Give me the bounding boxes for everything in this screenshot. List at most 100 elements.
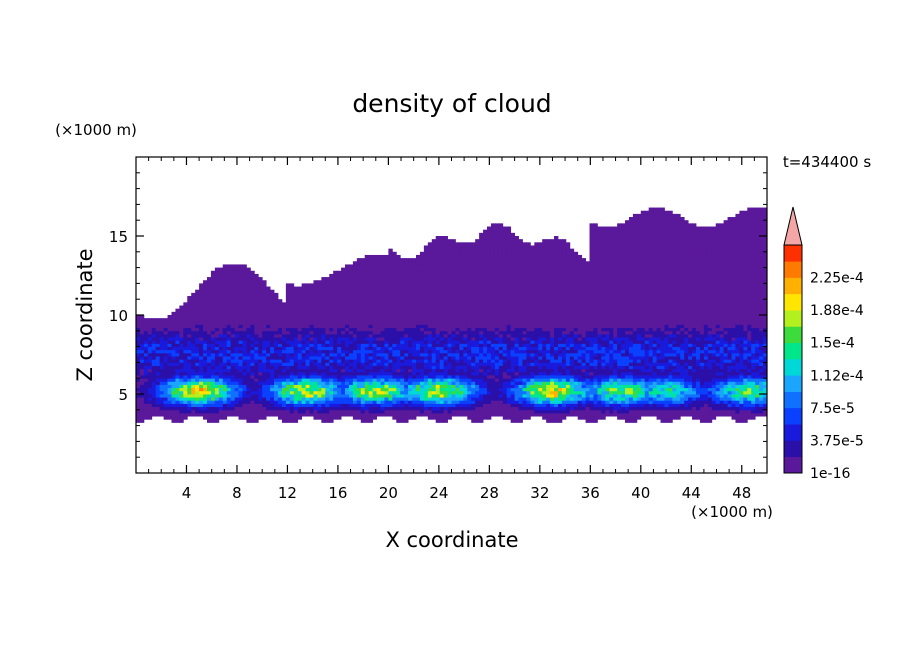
field-cell: [210, 409, 216, 414]
field-cell: [254, 283, 259, 287]
field-cell: [281, 384, 287, 389]
field-cell: [309, 365, 314, 370]
field-cell: [281, 343, 287, 347]
field-cell: [435, 390, 441, 395]
field-cell: [317, 412, 322, 417]
field-cell: [494, 226, 500, 231]
field-cell: [163, 352, 168, 357]
field-cell: [483, 267, 488, 272]
field-cell: [416, 368, 421, 373]
field-cell: [435, 403, 441, 408]
field-cell: [502, 292, 508, 297]
field-cell: [506, 371, 512, 376]
field-cell: [479, 273, 484, 278]
field-cell: [155, 318, 161, 322]
field-cell: [345, 280, 350, 284]
field-cell: [360, 403, 366, 408]
field-cell: [498, 352, 504, 357]
field-cell: [502, 270, 508, 275]
field-cell: [396, 346, 401, 351]
field-cell: [498, 273, 504, 278]
field-cell: [364, 289, 370, 294]
field-cell: [143, 384, 149, 389]
field-cell: [380, 280, 385, 284]
field-cell: [289, 356, 295, 360]
field-cell: [412, 302, 417, 306]
field-cell: [502, 327, 508, 332]
field-cell: [341, 308, 346, 313]
field-cell: [258, 346, 263, 351]
field-cell: [412, 403, 417, 408]
field-cell: [490, 333, 496, 338]
field-cell: [526, 324, 531, 329]
field-cell: [475, 273, 480, 278]
field-cell: [337, 403, 342, 408]
field-cell: [538, 324, 543, 329]
field-cell: [313, 368, 318, 373]
field-cell: [467, 311, 472, 316]
field-cell: [242, 368, 247, 373]
field-cell: [364, 333, 370, 338]
field-cell: [526, 296, 531, 300]
field-cell: [317, 337, 322, 341]
field-cell: [443, 239, 448, 243]
field-cell: [514, 261, 519, 265]
field-cell: [246, 277, 251, 281]
field-cell: [163, 371, 168, 376]
field-cell: [218, 308, 224, 313]
field-cell: [380, 258, 385, 262]
field-cell: [226, 394, 232, 398]
field-cell: [246, 349, 251, 354]
field-cell: [277, 346, 283, 351]
field-cell: [439, 349, 445, 354]
field-cell: [352, 384, 358, 389]
field-cell: [226, 384, 232, 389]
field-cell: [191, 318, 196, 322]
field-cell: [538, 397, 543, 401]
field-cell: [526, 261, 531, 265]
field-cell: [514, 346, 519, 351]
field-cell: [325, 403, 330, 408]
field-cell: [416, 299, 421, 303]
field-cell: [439, 324, 445, 329]
field-cell: [254, 409, 259, 414]
field-cell: [325, 340, 330, 344]
field-cell: [368, 308, 374, 313]
field-cell: [210, 394, 216, 398]
field-cell: [372, 324, 377, 329]
field-cell: [538, 315, 543, 319]
field-cell: [443, 412, 448, 417]
field-cell: [526, 327, 531, 332]
field-cell: [479, 362, 484, 366]
field-cell: [352, 387, 358, 392]
field-cell: [380, 362, 385, 366]
field-cell: [210, 324, 216, 329]
field-cell: [427, 258, 433, 262]
field-cell: [309, 362, 314, 366]
field-cell: [333, 409, 338, 414]
field-cell: [372, 270, 377, 275]
field-cell: [337, 400, 342, 404]
field-cell: [313, 403, 318, 408]
field-cell: [479, 419, 484, 423]
field-cell: [376, 343, 381, 347]
field-cell: [313, 381, 318, 385]
field-cell: [530, 378, 535, 382]
field-cell: [356, 412, 362, 417]
field-cell: [534, 371, 539, 376]
field-cell: [226, 286, 232, 291]
field-cell: [321, 362, 326, 366]
field-cell: [384, 254, 389, 259]
field-cell: [151, 321, 157, 325]
field-cell: [396, 394, 401, 398]
field-cell: [368, 378, 374, 382]
field-cell: [416, 400, 421, 404]
field-cell: [483, 305, 488, 310]
field-cell: [147, 416, 153, 420]
field-cell: [506, 308, 512, 313]
field-cell: [309, 324, 314, 329]
field-cell: [274, 321, 279, 325]
field-cell: [171, 384, 176, 389]
field-cell: [396, 349, 401, 354]
field-cell: [376, 292, 381, 297]
